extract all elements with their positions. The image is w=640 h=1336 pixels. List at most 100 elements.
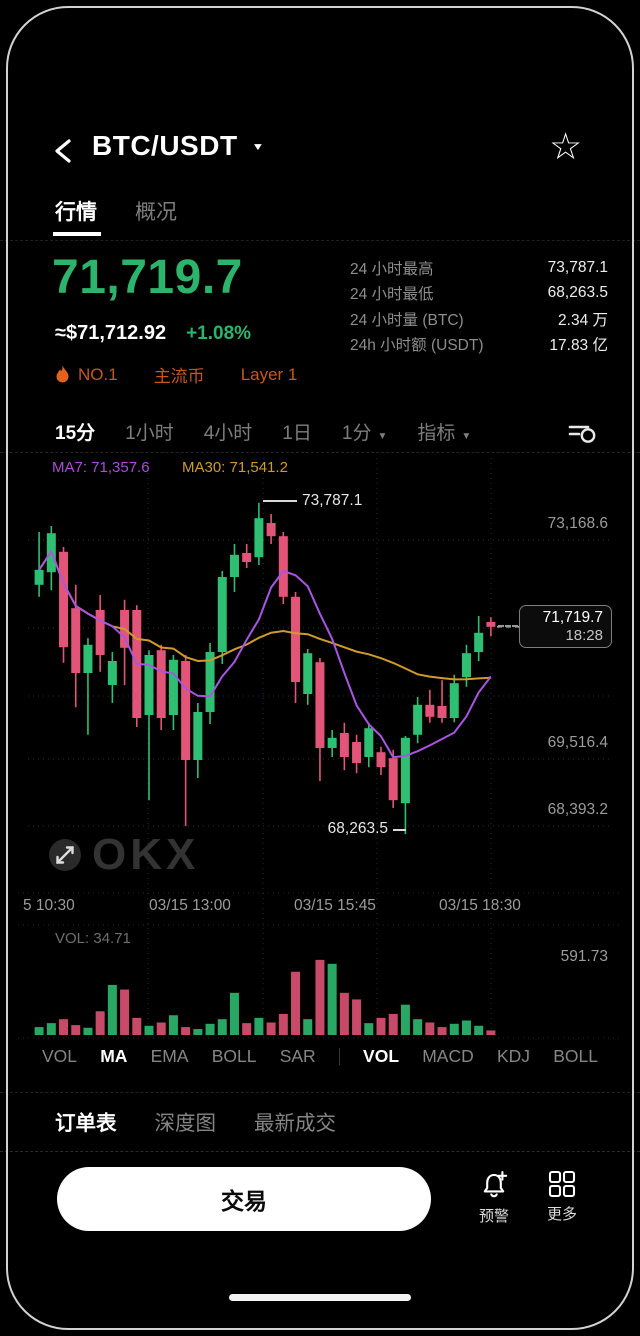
volume-bar bbox=[144, 1025, 154, 1035]
volume-bar bbox=[364, 1023, 374, 1035]
candle bbox=[376, 752, 386, 768]
rank-badge[interactable]: NO.1 bbox=[55, 365, 118, 385]
low-annotation-dash bbox=[393, 829, 406, 831]
candle bbox=[388, 758, 398, 801]
alert-button[interactable]: 预警 bbox=[470, 1170, 518, 1226]
last-price-leader-line bbox=[498, 625, 518, 627]
volume-current-label: VOL: 34.71 bbox=[55, 930, 131, 947]
candle bbox=[156, 650, 166, 718]
divider bbox=[0, 452, 640, 453]
page-title: BTC/USDT bbox=[92, 130, 238, 161]
timeframe-4h[interactable]: 4小时 bbox=[203, 423, 253, 444]
chart-settings-icon[interactable] bbox=[566, 420, 598, 446]
volume-bar bbox=[303, 1019, 313, 1035]
tab-market[interactable]: 行情 bbox=[55, 201, 97, 224]
timeframe-1d[interactable]: 1日 bbox=[282, 423, 312, 444]
volume-bar bbox=[266, 1022, 276, 1035]
candle bbox=[291, 596, 301, 682]
last-price-tag[interactable]: 71,719.7 18:28 bbox=[519, 605, 612, 648]
layer-badge[interactable]: Layer 1 bbox=[240, 364, 298, 384]
volume-bar bbox=[168, 1015, 178, 1035]
chevron-down-icon: ▼ bbox=[377, 431, 388, 442]
bell-plus-icon bbox=[483, 1170, 508, 1198]
indicator-tabs: VOL MA EMA BOLL SAR VOL MACD KDJ BOLL bbox=[42, 1046, 598, 1067]
indicator-macd[interactable]: MACD bbox=[422, 1046, 474, 1066]
volume-bar bbox=[242, 1023, 252, 1035]
indicator-dropdown[interactable]: 指标 ▼ bbox=[417, 423, 472, 444]
candle bbox=[254, 518, 264, 558]
candle bbox=[474, 632, 484, 652]
indicator-boll[interactable]: BOLL bbox=[211, 1046, 257, 1066]
indicator-kdj[interactable]: KDJ bbox=[496, 1046, 530, 1066]
candle bbox=[181, 661, 191, 760]
more-button[interactable]: 更多 bbox=[538, 1170, 586, 1224]
alert-label: 预警 bbox=[478, 1208, 509, 1225]
candle bbox=[83, 644, 93, 673]
divider bbox=[338, 1048, 340, 1065]
volume-bar bbox=[327, 963, 337, 1035]
x-axis-label: 03/15 13:00 bbox=[149, 897, 231, 914]
stat-volume-btc: 24 小时量 (BTC) 2.34 万 bbox=[350, 311, 608, 329]
candle bbox=[364, 728, 374, 757]
candlestick-chart[interactable]: OKX bbox=[0, 455, 640, 1040]
interval-dropdown[interactable]: 1分 ▼ bbox=[341, 423, 388, 444]
volume-bar bbox=[400, 1004, 410, 1035]
favorite-star-icon[interactable]: ☆ bbox=[549, 126, 583, 167]
volume-bar bbox=[461, 1020, 471, 1035]
volume-bar bbox=[291, 971, 301, 1035]
x-axis-label: 03/15 15:45 bbox=[294, 897, 376, 914]
stats-panel: 24 小时最高 73,787.1 24 小时最低 68,263.5 24 小时量… bbox=[350, 255, 608, 357]
indicator-vol-sub[interactable]: VOL bbox=[363, 1046, 400, 1066]
tab-order-book[interactable]: 订单表 bbox=[55, 1112, 117, 1135]
tab-latest-trades[interactable]: 最新成交 bbox=[254, 1112, 336, 1135]
candle bbox=[449, 683, 459, 718]
volume-bar bbox=[95, 1011, 105, 1035]
candle bbox=[339, 733, 349, 757]
volume-bar bbox=[254, 1017, 264, 1035]
candle bbox=[278, 536, 288, 597]
tab-depth-chart[interactable]: 深度图 bbox=[154, 1112, 217, 1135]
more-label: 更多 bbox=[546, 1206, 577, 1223]
candle bbox=[437, 706, 447, 718]
fiat-price: ≈$71,712.92 bbox=[55, 322, 167, 344]
flame-icon bbox=[56, 365, 69, 383]
trade-button[interactable]: 交易 bbox=[57, 1167, 431, 1231]
expand-arrow bbox=[56, 846, 74, 864]
category-badge[interactable]: 主流币 bbox=[153, 367, 205, 386]
candle bbox=[205, 652, 215, 712]
candle bbox=[425, 704, 435, 717]
x-axis-label: 03/15 18:30 bbox=[439, 897, 521, 914]
okx-watermark: OKX bbox=[92, 830, 199, 879]
volume-bar bbox=[315, 959, 325, 1035]
volume-bar bbox=[449, 1023, 459, 1035]
divider bbox=[0, 240, 640, 241]
indicator-ma[interactable]: MA bbox=[100, 1046, 128, 1066]
timeframe-15m[interactable]: 15分 bbox=[55, 423, 96, 444]
grid-icon bbox=[548, 1170, 576, 1198]
timeframe-1h[interactable]: 1小时 bbox=[125, 423, 174, 444]
home-indicator[interactable] bbox=[229, 1294, 411, 1301]
indicator-vol-main[interactable]: VOL bbox=[42, 1046, 78, 1066]
expand-arrowheads bbox=[56, 846, 74, 864]
ma30-legend: MA30: 71,541.2 bbox=[182, 459, 288, 476]
volume-bar bbox=[474, 1025, 484, 1035]
indicator-ema[interactable]: EMA bbox=[150, 1046, 189, 1066]
volume-bar bbox=[71, 1025, 81, 1035]
volume-axis-label: 591.73 bbox=[560, 948, 608, 965]
chevron-down-icon: ▼ bbox=[251, 140, 265, 152]
volume-bar bbox=[217, 1019, 227, 1035]
back-icon[interactable] bbox=[48, 133, 82, 169]
tab-overview[interactable]: 概况 bbox=[135, 201, 177, 224]
volume-bar bbox=[205, 1023, 215, 1035]
volume-bar bbox=[376, 1017, 386, 1035]
candle bbox=[229, 554, 239, 577]
indicator-boll-sub[interactable]: BOLL bbox=[553, 1046, 598, 1066]
candle bbox=[327, 737, 337, 748]
candle bbox=[400, 737, 410, 804]
pair-selector[interactable]: BTC/USDT ▼ bbox=[92, 130, 264, 162]
volume-bar bbox=[120, 989, 130, 1035]
volume-bar bbox=[59, 1019, 69, 1035]
volume-bar bbox=[181, 1027, 191, 1035]
indicator-sar[interactable]: SAR bbox=[279, 1046, 316, 1066]
